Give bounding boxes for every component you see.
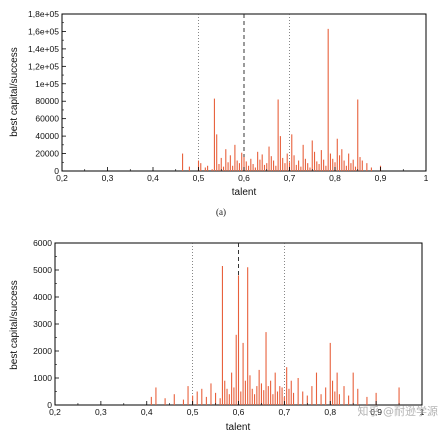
x-tick-label: 0,7 [278,407,290,417]
y-tick-label: 0 [47,400,52,410]
x-tick-label: 0,5 [187,407,199,417]
x-tick-label: 0,7 [284,173,296,183]
y-tick-label: 3000 [33,319,52,329]
y-tick-label: 0 [54,166,59,176]
y-tick-label: 1,6e+05 [28,26,59,36]
x-axis-ticks: 0,2 0,3 0,4 0,5 0,6 0,7 0,8 0,9 1 [49,401,425,417]
y-tick-label: 80000 [35,96,59,106]
y-tick-label: 40000 [35,131,59,141]
y-tick-label: 5000 [33,265,52,275]
x-tick-label: 0,9 [370,407,382,417]
y-tick-label: 1,8e+05 [28,9,59,19]
y-tick-label: 6000 [33,238,52,248]
watermark: 知乎 @耐逊学源 [358,404,439,418]
x-tick-label: 0,6 [238,173,250,183]
x-tick-label: 0,2 [56,173,68,183]
x-tick-label: 0,3 [102,173,114,183]
y-tick-label: 1,2e+05 [28,61,59,71]
y-tick-label: 60000 [35,114,59,124]
x-axis-label: talent [232,187,257,198]
chart-top: 0,2 0,3 0,4 0,5 0,6 0,7 0,8 0,9 1 0 20000 40000 600… [9,9,429,217]
x-tick-label: 0,8 [324,407,336,417]
y-tick-label: 1e+05 [35,79,59,89]
x-tick-label: 0,4 [141,407,153,417]
x-axis-ticks: 0,2 0,3 0,4 0,5 0,6 0,7 0,8 0,9 1 [56,167,429,183]
y-axis-label: best capital/success [9,47,20,137]
y-tick-label: 20000 [35,149,59,159]
x-tick-label: 0,8 [329,173,341,183]
bar-series [182,28,382,171]
x-tick-label: 0,9 [375,173,387,183]
x-tick-label: 0,3 [95,407,107,417]
x-tick-label: 1 [420,407,425,417]
y-tick-label: 4000 [33,292,52,302]
x-tick-label: 0,6 [233,407,245,417]
y-axis-ticks: 0 1000 2000 3000 4000 5000 6000 [33,238,59,410]
y-tick-label: 1000 [33,373,52,383]
y-axis-ticks: 0 20000 40000 60000 80000 1e+05 1,2e+05 1,4e+05… [28,9,66,176]
figure-caption: (a) [216,207,226,217]
y-axis-label: best capital/success [9,280,20,370]
y-tick-label: 2000 [33,346,52,356]
x-tick-label: 0,2 [49,407,61,417]
y-tick-label: 1,4e+05 [28,44,59,54]
bar-series [150,265,400,405]
reference-lines [198,14,290,171]
x-axis-label: talent [226,422,251,433]
chart-bottom: 0,2 0,3 0,4 0,5 0,6 0,7 0,8 0,9 1 0 1000 2000 3000 4… [9,238,425,433]
x-tick-label: 0,5 [193,173,205,183]
x-tick-label: 1 [424,173,429,183]
x-tick-label: 0,4 [147,173,159,183]
